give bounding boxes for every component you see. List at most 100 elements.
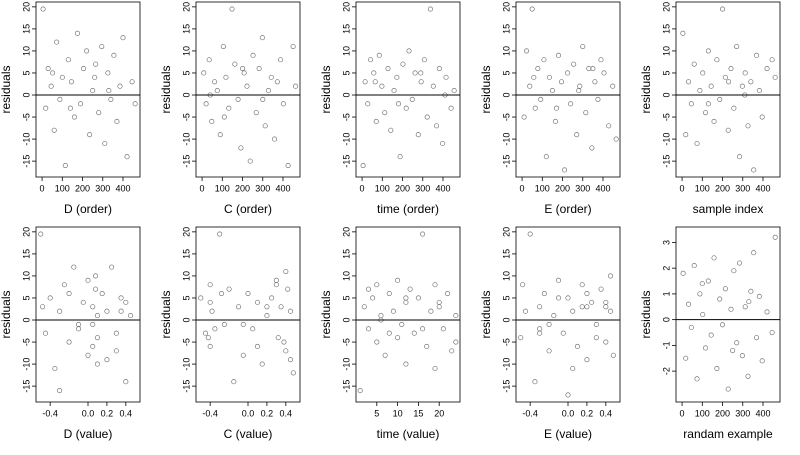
point	[221, 114, 227, 120]
y-tick-label: -15	[501, 380, 511, 393]
point	[212, 326, 218, 332]
point	[432, 365, 438, 372]
point	[247, 158, 253, 164]
point	[702, 345, 709, 351]
point	[543, 154, 549, 160]
y-axis-label: residuals	[479, 290, 493, 338]
y-tick-label: 15	[501, 24, 511, 34]
y-tick-label: 0	[661, 93, 671, 98]
x-tick-label: 400	[115, 183, 130, 193]
x-tick-label: 400	[755, 408, 770, 418]
point	[232, 61, 238, 67]
point	[283, 268, 289, 275]
y-axis-label: residuals	[159, 290, 173, 338]
point	[728, 66, 734, 72]
y-axis-label: residuals	[319, 290, 333, 338]
point	[278, 304, 284, 310]
point	[254, 343, 261, 350]
panel: -15 -10 -5 0 5 10 15 20 -0.4 0.0 0.2 0.4 E (value) re…	[479, 226, 621, 441]
point	[725, 127, 731, 133]
point	[57, 96, 63, 102]
point	[607, 308, 614, 314]
point	[565, 70, 571, 76]
point	[742, 70, 748, 76]
point	[610, 83, 616, 89]
point	[603, 299, 609, 305]
point	[699, 281, 705, 287]
point	[198, 295, 204, 301]
point	[711, 118, 717, 125]
point	[579, 304, 585, 310]
point	[260, 96, 266, 102]
point	[421, 57, 427, 63]
point	[553, 105, 560, 111]
point	[403, 299, 409, 305]
x-tick-label: 100	[215, 183, 230, 193]
point	[290, 43, 296, 50]
y-tick-label: 20	[21, 227, 31, 237]
x-tick-label: 200	[715, 183, 730, 193]
point	[90, 321, 96, 327]
point	[365, 286, 372, 292]
panel: -15 -10 -5 0 5 10 15 20 5 10 15 20 time (value) resid…	[319, 226, 461, 441]
point	[239, 66, 246, 72]
point	[66, 339, 72, 345]
point	[411, 330, 417, 336]
point	[57, 387, 63, 394]
point	[71, 264, 77, 270]
y-tick-label: -2	[661, 367, 671, 375]
point	[598, 57, 604, 63]
point	[231, 379, 237, 385]
point	[537, 304, 543, 310]
point	[390, 308, 396, 314]
point	[376, 52, 382, 58]
point	[680, 270, 686, 276]
x-axis-label: time (order)	[377, 202, 439, 216]
y-tick-label: 5	[181, 70, 191, 75]
point	[273, 282, 279, 288]
y-tick-label: -10	[501, 133, 511, 146]
point	[764, 66, 770, 72]
point	[269, 295, 275, 301]
point	[61, 282, 67, 288]
x-axis-label: C (value)	[224, 427, 273, 441]
point	[589, 299, 595, 305]
y-tick-label: -5	[501, 338, 511, 346]
plot-box	[195, 1, 301, 178]
point	[94, 361, 101, 367]
point	[268, 74, 274, 80]
y-tick-label: -10	[21, 358, 31, 371]
point	[769, 57, 775, 63]
point	[43, 105, 49, 111]
y-tick-label: 5	[21, 70, 31, 75]
point	[734, 340, 740, 346]
point	[94, 313, 101, 319]
y-tick-label: 10	[661, 46, 671, 56]
point	[680, 30, 686, 36]
point	[378, 313, 384, 319]
point	[436, 304, 442, 310]
y-tick-label: 20	[181, 2, 191, 12]
point	[57, 308, 63, 314]
point	[531, 74, 537, 80]
point	[123, 379, 129, 385]
point	[259, 361, 265, 367]
y-tick-label: -15	[21, 380, 31, 393]
y-tick-label: 0	[21, 318, 31, 323]
y-tick-label: 1	[661, 291, 671, 296]
y-tick-label: 0	[21, 93, 31, 98]
y-tick-label: 5	[501, 70, 511, 75]
point	[565, 295, 571, 301]
point	[74, 30, 81, 36]
point	[397, 154, 403, 160]
x-tick-label: 0	[360, 183, 365, 193]
point	[253, 110, 259, 116]
point	[583, 110, 589, 116]
point	[273, 277, 279, 283]
x-tick-label: 200	[395, 183, 410, 193]
point	[93, 286, 99, 292]
point	[694, 376, 700, 382]
point	[365, 101, 371, 107]
point	[99, 43, 105, 50]
point	[593, 321, 599, 327]
